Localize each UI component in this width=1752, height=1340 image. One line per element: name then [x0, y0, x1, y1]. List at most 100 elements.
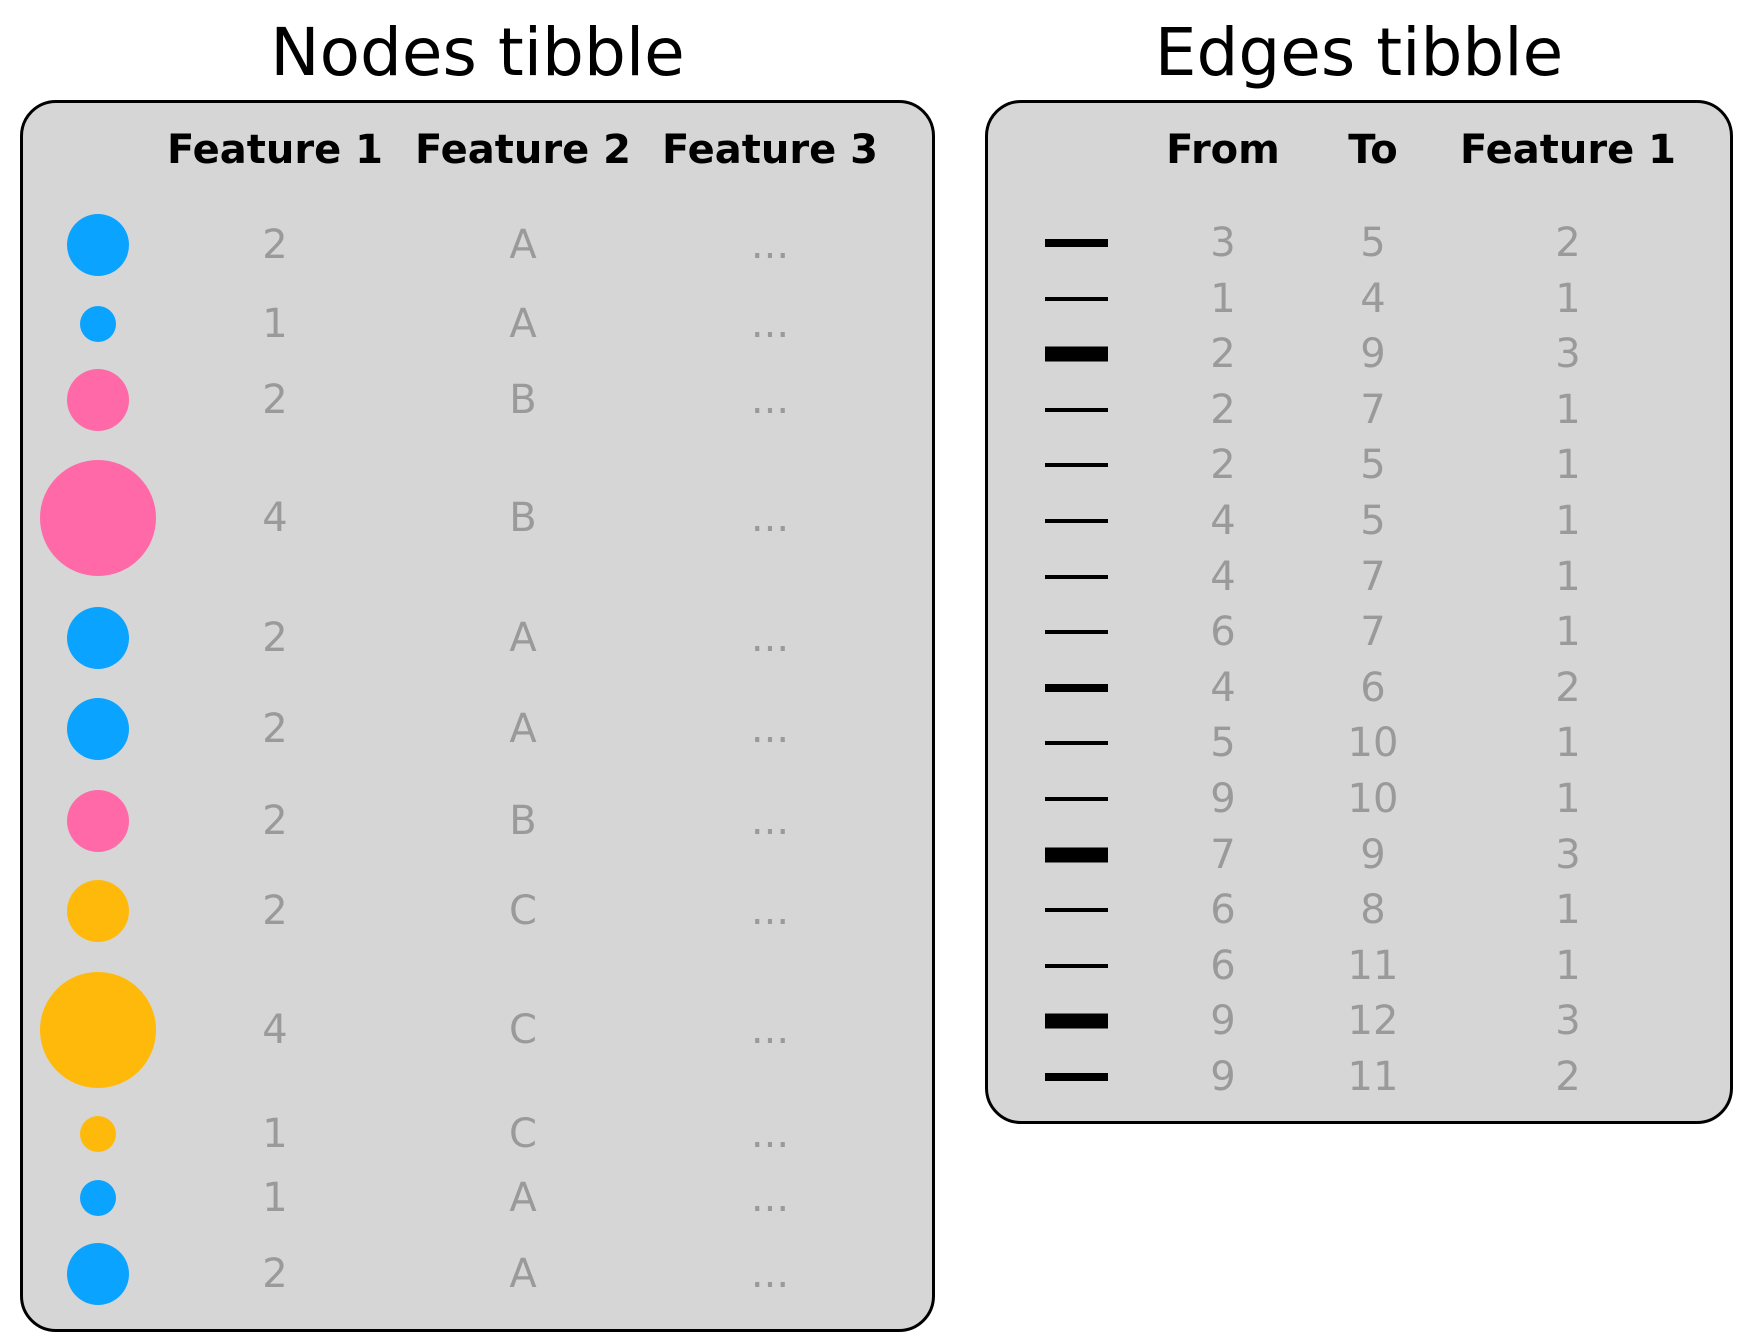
nodes-header-feature-3: Feature 3 [661, 127, 879, 173]
node-feature-3-value: ... [750, 1175, 790, 1221]
node-feature-3-value: ... [750, 706, 790, 752]
edge-feature-1-value: 2 [1555, 1054, 1581, 1100]
edge-feature-1-value: 1 [1555, 498, 1581, 544]
edge-from-value: 4 [1210, 664, 1236, 711]
node-feature-1-value: 2 [262, 1251, 288, 1297]
node-feature-2-value: A [509, 1251, 537, 1297]
edge-line [1045, 741, 1108, 746]
node-circle [40, 972, 156, 1088]
edge-line [1045, 519, 1108, 523]
node-feature-1-value: 1 [262, 1175, 288, 1221]
edge-feature-1-value: 2 [1555, 664, 1581, 711]
edge-from-value: 5 [1210, 720, 1236, 767]
node-feature-2-value: A [509, 1175, 537, 1221]
edge-feature-1-value: 1 [1555, 887, 1581, 934]
edge-feature-1-value: 3 [1555, 831, 1581, 878]
node-feature-3-value: ... [750, 377, 790, 423]
edge-from-value: 7 [1210, 831, 1236, 878]
edge-to-value: 9 [1360, 331, 1386, 378]
node-circle [67, 790, 129, 852]
node-feature-3-value: ... [750, 888, 790, 934]
nodes-tibble-title: Nodes tibble [270, 14, 685, 91]
edge-line [1045, 1073, 1108, 1081]
edge-to-value: 8 [1360, 887, 1386, 934]
node-feature-1-value: 2 [262, 377, 288, 423]
node-circle [67, 214, 129, 276]
edge-to-value: 6 [1360, 664, 1386, 711]
node-feature-2-value: B [509, 798, 537, 844]
edge-feature-1-value: 3 [1555, 331, 1581, 378]
node-feature-2-value: A [509, 301, 537, 347]
node-feature-2-value: C [509, 1111, 537, 1157]
edge-line [1045, 296, 1108, 301]
edge-to-value: 5 [1360, 442, 1386, 489]
edge-line [1045, 239, 1108, 247]
edge-from-value: 3 [1210, 220, 1236, 266]
node-feature-1-value: 4 [262, 1007, 288, 1053]
nodes-header-feature-1: Feature 1 [166, 127, 384, 173]
edge-line [1045, 1013, 1108, 1029]
node-feature-1-value: 2 [262, 798, 288, 844]
edge-to-value: 7 [1360, 553, 1386, 600]
nodes-tibble-panel: Feature 1 Feature 2 Feature 3 2 A... 1 A... 2 B.… [20, 100, 935, 1332]
node-feature-3-value: ... [750, 1111, 790, 1157]
edge-to-value: 11 [1347, 1054, 1399, 1100]
node-circle [67, 880, 129, 942]
edge-line [1045, 908, 1108, 913]
edge-line [1045, 797, 1108, 801]
edge-from-value: 4 [1210, 553, 1236, 600]
edge-line [1045, 407, 1108, 412]
edge-to-value: 5 [1360, 498, 1386, 544]
edge-to-value: 5 [1360, 220, 1386, 266]
edge-to-value: 10 [1347, 720, 1399, 767]
node-feature-1-value: 2 [262, 222, 288, 268]
edge-line [1045, 346, 1108, 362]
edges-tibble-title: Edges tibble [1154, 14, 1564, 91]
edge-from-value: 9 [1210, 1054, 1236, 1100]
node-circle [67, 369, 129, 431]
edge-from-value: 1 [1210, 275, 1236, 322]
edge-from-value: 9 [1210, 998, 1236, 1045]
edge-to-value: 7 [1360, 386, 1386, 433]
node-feature-1-value: 2 [262, 888, 288, 934]
edge-feature-1-value: 3 [1555, 998, 1581, 1045]
edge-feature-1-value: 1 [1555, 386, 1581, 433]
node-circle [40, 460, 156, 576]
node-feature-2-value: A [509, 222, 537, 268]
edge-feature-1-value: 1 [1555, 553, 1581, 600]
edge-feature-1-value: 1 [1555, 609, 1581, 656]
edge-from-value: 2 [1210, 386, 1236, 433]
node-circle [67, 698, 129, 760]
node-feature-2-value: C [509, 1007, 537, 1053]
edge-from-value: 6 [1210, 609, 1236, 656]
node-feature-3-value: ... [750, 301, 790, 347]
edge-feature-1-value: 1 [1555, 776, 1581, 822]
edge-feature-1-value: 2 [1555, 220, 1581, 266]
node-feature-1-value: 1 [262, 1111, 288, 1157]
edge-from-value: 2 [1210, 331, 1236, 378]
node-feature-1-value: 4 [262, 495, 288, 541]
edge-from-value: 4 [1210, 498, 1236, 544]
edge-feature-1-value: 1 [1555, 942, 1581, 989]
edge-to-value: 7 [1360, 609, 1386, 656]
edge-to-value: 11 [1347, 942, 1399, 989]
edge-feature-1-value: 1 [1555, 275, 1581, 322]
node-feature-3-value: ... [750, 495, 790, 541]
node-circle [67, 607, 129, 669]
nodes-header-feature-2: Feature 2 [414, 127, 632, 173]
edge-line [1045, 463, 1108, 468]
edge-line [1045, 630, 1108, 635]
node-feature-1-value: 2 [262, 706, 288, 752]
edge-from-value: 6 [1210, 887, 1236, 934]
node-circle [80, 1180, 116, 1216]
node-circle [80, 1116, 116, 1152]
node-circle [67, 1243, 129, 1305]
edge-line [1045, 683, 1108, 692]
node-feature-2-value: B [509, 377, 537, 423]
node-feature-3-value: ... [750, 1007, 790, 1053]
node-feature-3-value: ... [750, 615, 790, 661]
node-feature-2-value: A [509, 615, 537, 661]
node-feature-1-value: 1 [262, 301, 288, 347]
edge-feature-1-value: 1 [1555, 720, 1581, 767]
edges-header-from: From [1166, 127, 1280, 173]
